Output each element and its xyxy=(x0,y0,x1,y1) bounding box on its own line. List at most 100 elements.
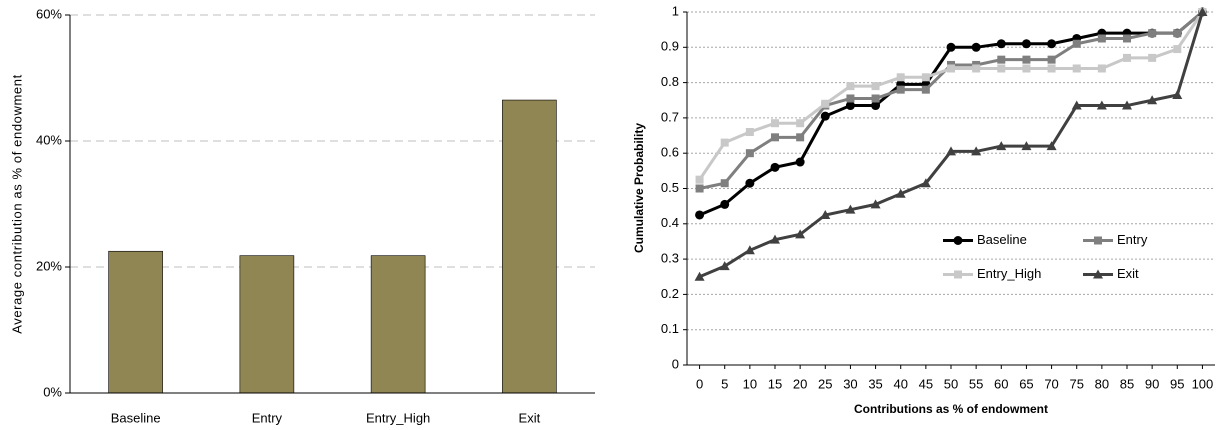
marker xyxy=(996,141,1007,151)
legend-label: Entry_High xyxy=(977,266,1041,281)
marker xyxy=(720,199,730,209)
y-tick-label: 0.1 xyxy=(661,321,679,336)
x-tick-label: 10 xyxy=(743,376,757,391)
marker xyxy=(1197,7,1208,16)
marker xyxy=(1047,64,1056,73)
y-tick-label: 0.5 xyxy=(661,180,679,195)
marker xyxy=(1072,39,1081,48)
y-tick-label: 0.4 xyxy=(661,215,679,230)
marker xyxy=(820,111,830,121)
x-tick-label: Exit xyxy=(519,410,541,425)
legend-label: Baseline xyxy=(977,232,1027,247)
marker xyxy=(745,178,755,188)
marker xyxy=(1047,55,1056,64)
x-tick-label: 95 xyxy=(1170,376,1184,391)
x-tick-label: 25 xyxy=(818,376,832,391)
marker xyxy=(972,64,981,73)
marker xyxy=(1021,39,1031,49)
y-tick-label: 0.7 xyxy=(661,109,679,124)
x-tick-label: Entry_High xyxy=(366,410,430,425)
marker xyxy=(920,178,931,188)
marker xyxy=(896,73,905,82)
x-tick-label: 70 xyxy=(1044,376,1058,391)
marker xyxy=(795,157,805,167)
x-tick-label: 35 xyxy=(868,376,882,391)
marker xyxy=(796,119,805,128)
y-tick-label: 0.3 xyxy=(661,251,679,266)
marker xyxy=(745,149,754,158)
marker xyxy=(1148,29,1157,38)
x-tick-label: 30 xyxy=(843,376,857,391)
y-tick-label: 60% xyxy=(36,6,62,21)
marker xyxy=(846,82,855,91)
y-tick-label: 0.6 xyxy=(661,145,679,160)
marker xyxy=(954,270,962,279)
marker xyxy=(971,146,982,156)
marker xyxy=(1148,53,1157,62)
y-tick-label: 40% xyxy=(36,132,62,147)
y-tick-label: 0.2 xyxy=(661,286,679,301)
marker xyxy=(1021,141,1032,151)
x-tick-label: 5 xyxy=(721,376,728,391)
marker xyxy=(694,271,705,281)
marker xyxy=(771,119,779,128)
y-tick-label: 0 xyxy=(672,356,679,371)
marker xyxy=(921,85,930,94)
x-tick-label: 0 xyxy=(696,376,703,391)
marker xyxy=(1123,34,1131,43)
y-tick-label: 0.9 xyxy=(661,39,679,54)
marker xyxy=(1022,55,1031,64)
y-axis-title: Cumulative Probability xyxy=(632,123,646,253)
marker xyxy=(695,184,704,193)
marker xyxy=(720,138,729,147)
marker xyxy=(821,99,830,108)
marker xyxy=(744,245,755,255)
marker xyxy=(946,146,956,156)
x-tick-label: 100 xyxy=(1192,376,1214,391)
marker xyxy=(871,82,880,91)
marker xyxy=(771,133,779,142)
marker xyxy=(921,73,930,82)
x-tick-label: 90 xyxy=(1145,376,1159,391)
marker xyxy=(1096,100,1107,110)
x-tick-label: 40 xyxy=(893,376,907,391)
marker xyxy=(1046,141,1057,151)
x-tick-label: 75 xyxy=(1069,376,1083,391)
marker xyxy=(845,101,855,111)
marker xyxy=(1094,236,1102,245)
marker xyxy=(719,261,730,271)
bar xyxy=(108,250,163,394)
marker xyxy=(1097,64,1106,73)
marker xyxy=(946,42,956,52)
marker xyxy=(996,39,1006,49)
marker xyxy=(1123,53,1131,62)
marker xyxy=(870,199,881,209)
marker xyxy=(953,236,963,245)
legend-label: Entry xyxy=(1117,232,1148,247)
x-tick-label: Entry xyxy=(252,410,283,425)
marker xyxy=(745,128,754,137)
marker xyxy=(1173,45,1182,54)
y-tick-label: 0.8 xyxy=(661,74,679,89)
x-tick-label: 15 xyxy=(768,376,782,391)
marker xyxy=(820,209,831,219)
marker xyxy=(1093,269,1103,279)
x-tick-label: 50 xyxy=(944,376,958,391)
x-tick-label: 60 xyxy=(994,376,1008,391)
marker xyxy=(871,101,881,111)
marker xyxy=(846,94,855,103)
marker xyxy=(1022,64,1031,73)
marker xyxy=(871,94,880,103)
marker xyxy=(695,210,705,220)
marker xyxy=(1072,64,1081,73)
x-tick-label: 65 xyxy=(1019,376,1033,391)
legend-label: Exit xyxy=(1117,266,1139,281)
bar xyxy=(502,99,557,394)
marker xyxy=(720,179,729,188)
bar xyxy=(239,255,295,394)
marker xyxy=(695,175,704,184)
marker xyxy=(1097,34,1106,43)
marker xyxy=(997,55,1006,64)
x-tick-label: 55 xyxy=(969,376,983,391)
